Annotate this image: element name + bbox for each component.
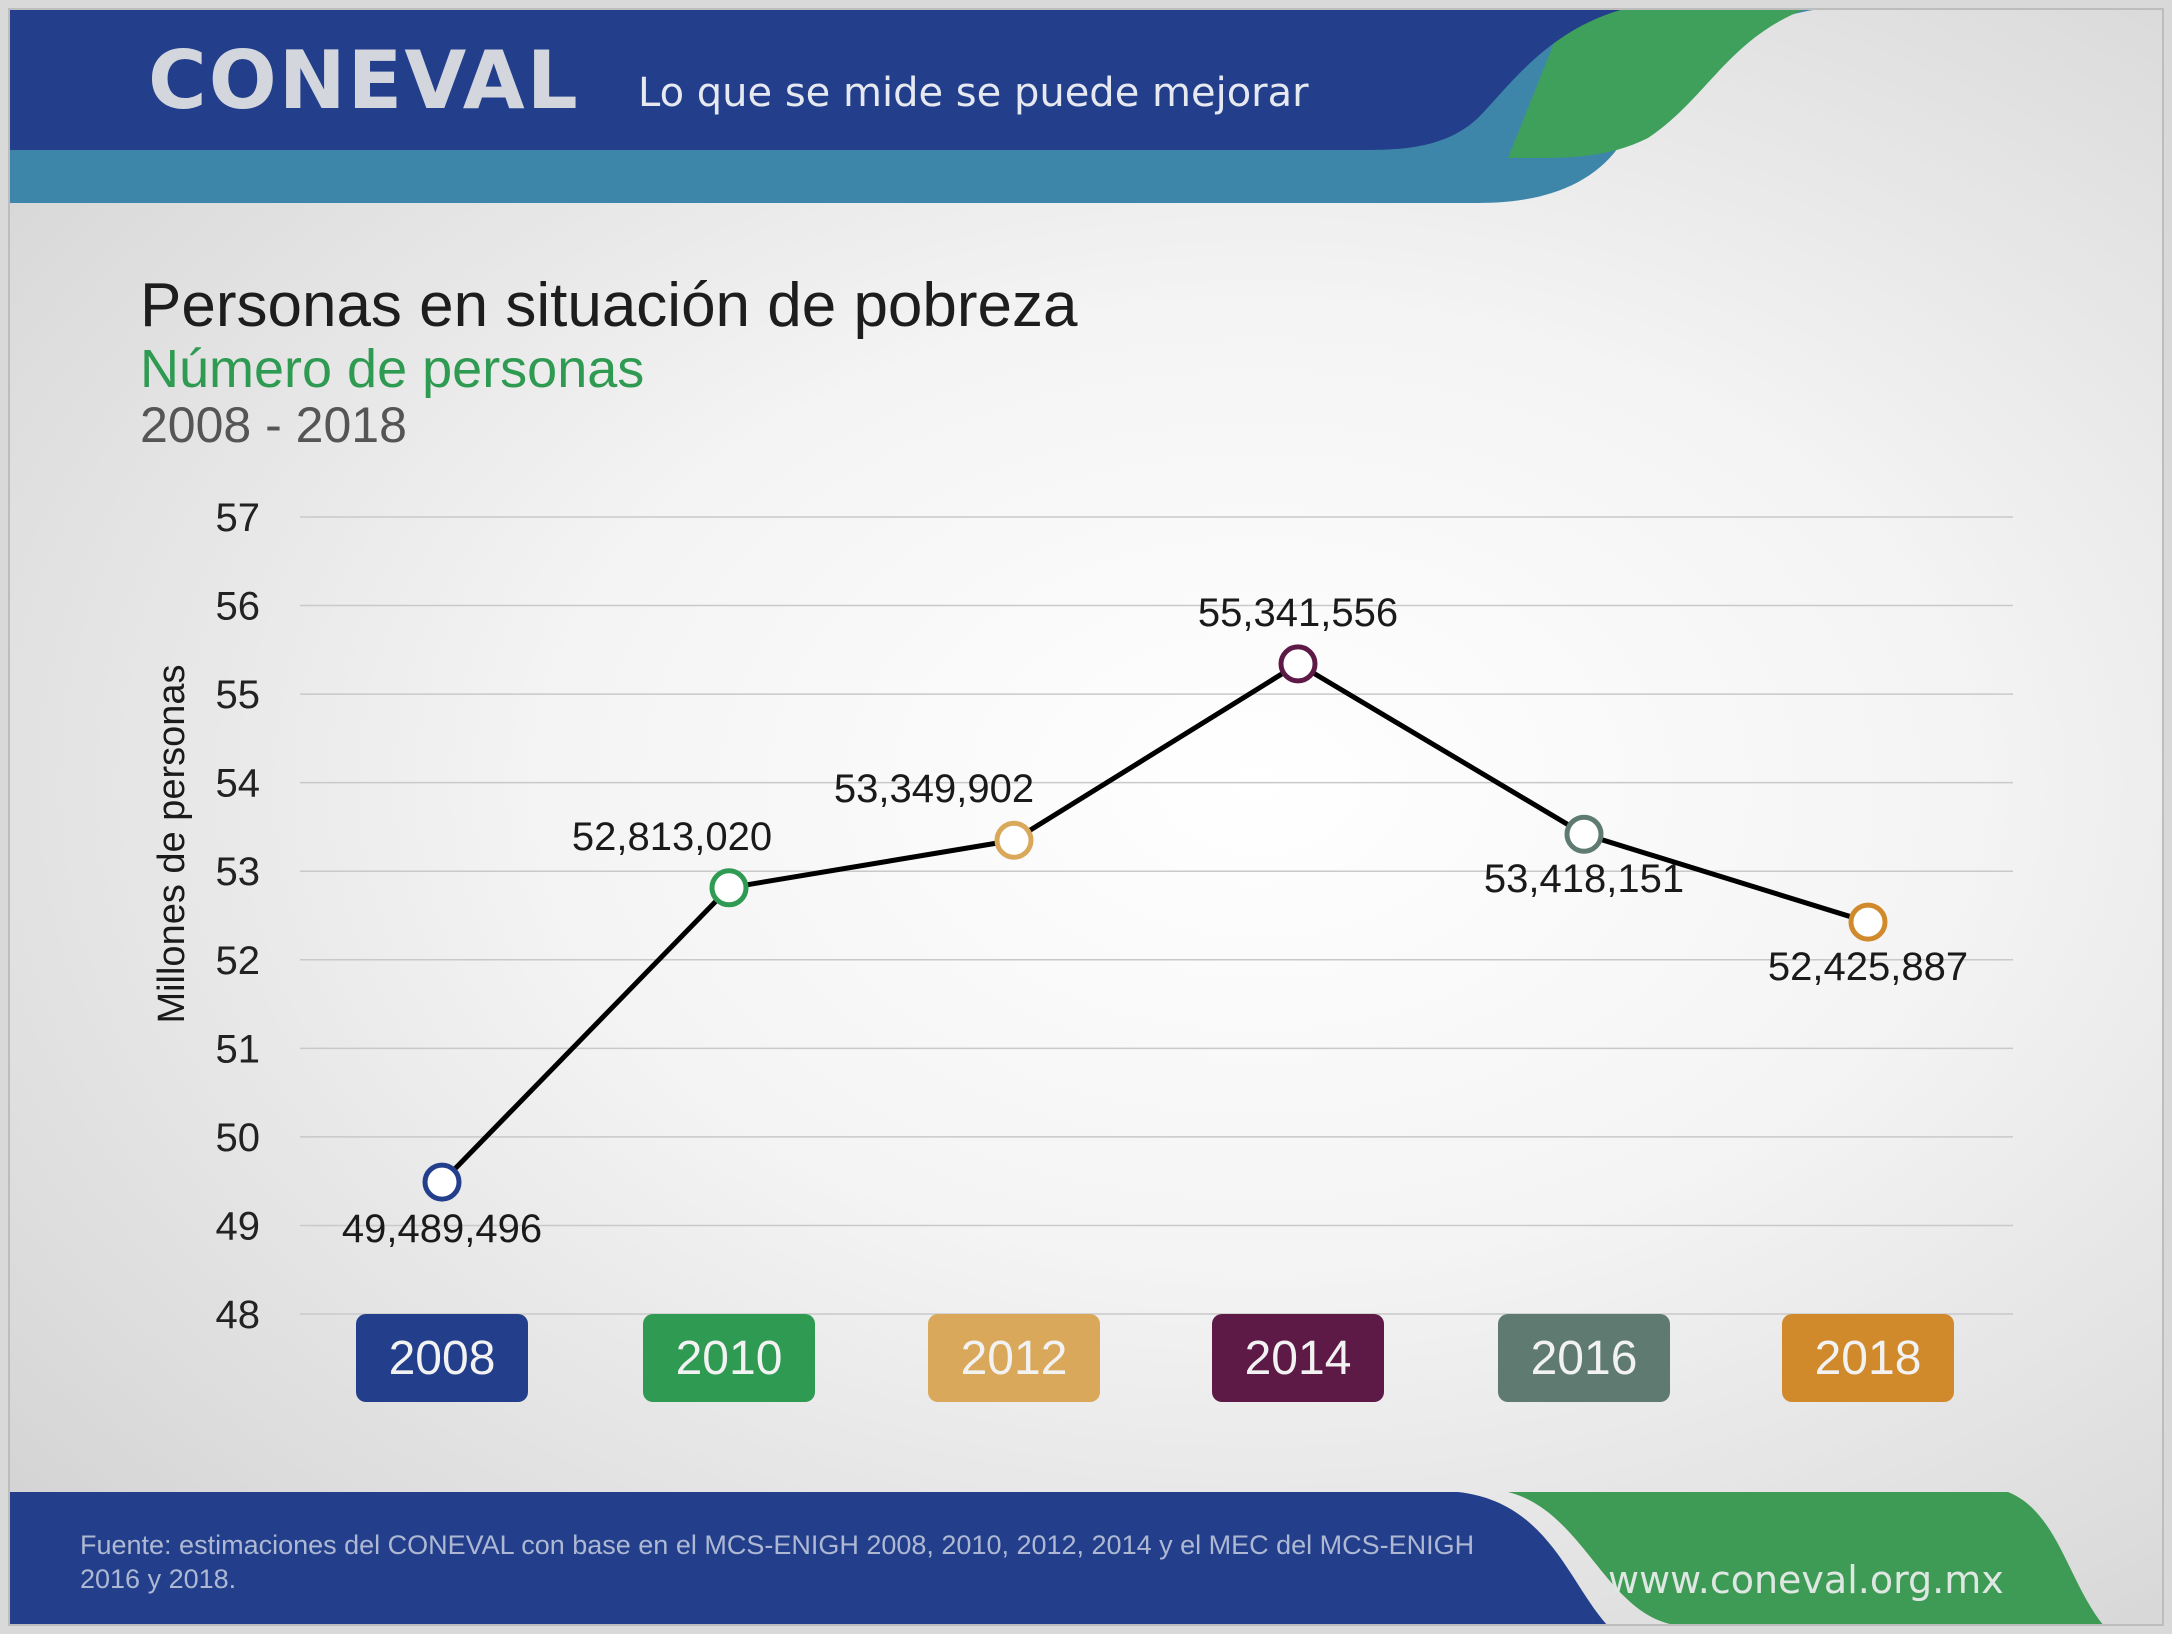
header-banner — [8, 8, 1828, 203]
chart-title: Personas en situación de pobreza — [140, 271, 1078, 340]
category-badge-bg — [1498, 1314, 1670, 1402]
data-point — [1848, 902, 1888, 942]
y-tick-label: 49 — [216, 1204, 261, 1248]
x-tick-label: 2012 — [961, 1332, 1068, 1385]
coneval-logo: CONEVAL — [148, 34, 580, 127]
category-badge-bg — [1782, 1314, 1954, 1402]
line-chart: 57 56 55 54 53 52 51 50 49 48 Millones de personas… — [151, 496, 2013, 1402]
x-tick-label: 2018 — [1815, 1332, 1922, 1385]
y-tick-label: 57 — [216, 496, 261, 540]
data-label: 52,813,020 — [572, 815, 772, 859]
y-axis-label: Millones de personas — [151, 664, 193, 1023]
x-tick-label: 2016 — [1531, 1332, 1638, 1385]
y-tick-label: 54 — [216, 762, 261, 806]
chart-period: 2008 - 2018 — [140, 397, 407, 453]
slide: CONEVAL Lo que se mide se puede mejorar … — [8, 8, 2164, 1626]
data-label: 53,349,902 — [834, 767, 1034, 811]
data-label: 52,425,887 — [1768, 945, 1968, 989]
category-badge-bg — [643, 1314, 815, 1402]
category-badge: 2016 — [1498, 1314, 1670, 1402]
data-label: 53,418,151 — [1484, 857, 1684, 901]
data-point — [1278, 644, 1318, 684]
category-badge: 2010 — [643, 1314, 815, 1402]
y-tick-label: 55 — [216, 673, 261, 717]
y-tick-label: 53 — [216, 850, 261, 894]
y-tick-label: 52 — [216, 939, 261, 983]
category-badge: 2018 — [1782, 1314, 1954, 1402]
data-point — [1564, 814, 1604, 854]
category-badge: 2012 — [928, 1314, 1100, 1402]
source-note: Fuente: estimaciones del CONEVAL con bas… — [80, 1530, 1475, 1594]
category-badge-bg — [356, 1314, 528, 1402]
y-tick-label: 51 — [216, 1027, 261, 1071]
category-badge: 2008 — [356, 1314, 528, 1402]
data-point — [994, 820, 1034, 860]
y-tick-label: 56 — [216, 585, 261, 629]
series-line — [440, 661, 1869, 1184]
x-tick-label: 2010 — [676, 1332, 783, 1385]
chart-subtitle: Número de personas — [140, 339, 645, 399]
footer-banner — [8, 1492, 2104, 1626]
category-badge-bg — [928, 1314, 1100, 1402]
y-tick-label: 48 — [216, 1293, 261, 1337]
data-point — [422, 1162, 462, 1202]
website-url[interactable]: www.coneval.org.mx — [1608, 1558, 2004, 1602]
data-point — [709, 868, 749, 908]
category-badge-bg — [1212, 1314, 1384, 1402]
y-tick-label: 50 — [216, 1116, 261, 1160]
header-tagline: Lo que se mide se puede mejorar — [638, 70, 1309, 116]
data-label: 49,489,496 — [342, 1207, 542, 1251]
data-label: 55,341,556 — [1198, 591, 1398, 635]
x-tick-label: 2014 — [1245, 1332, 1352, 1385]
x-tick-label: 2008 — [389, 1332, 496, 1385]
category-badge: 2014 — [1212, 1314, 1384, 1402]
